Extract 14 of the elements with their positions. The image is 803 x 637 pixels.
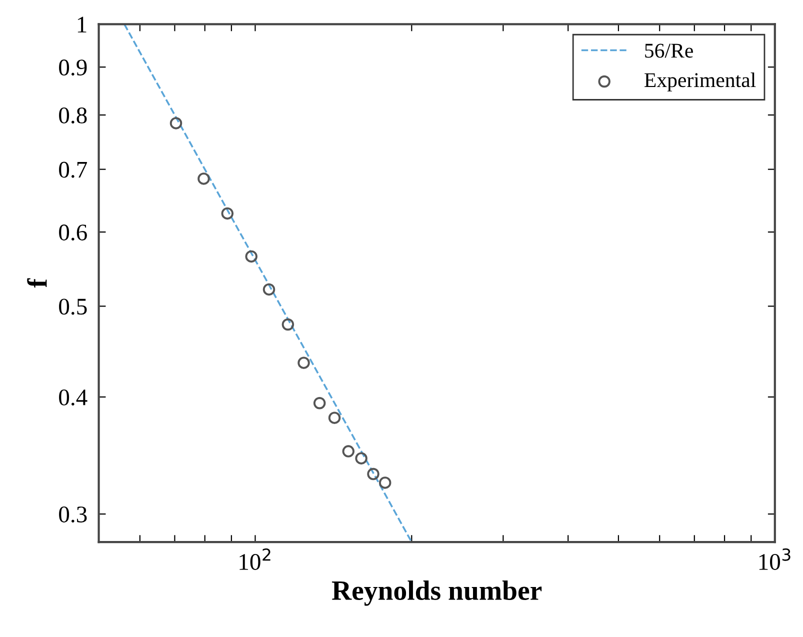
y-tick-label: 0.3 <box>59 506 87 523</box>
x-tick-label: 10$^{2}$ <box>240 548 270 570</box>
legend-label: 56/Re <box>645 44 693 58</box>
y-tick-label: 0.4 <box>59 389 88 406</box>
y-axis-title: f <box>27 278 47 288</box>
y-tick-label: 0.7 <box>59 162 87 178</box>
y-tick-label: 0.8 <box>59 107 87 124</box>
y-tick-label: 0.5 <box>59 298 87 315</box>
y-tick-label: 1 <box>78 16 86 32</box>
legend-label: Experimental <box>644 72 756 92</box>
y-tick-label: 0.9 <box>59 60 87 76</box>
y-tick-label: 0.6 <box>59 224 87 241</box>
x-axis-title: Reynolds number <box>332 580 542 606</box>
x-tick-label: 10$^{3}$ <box>759 548 790 570</box>
